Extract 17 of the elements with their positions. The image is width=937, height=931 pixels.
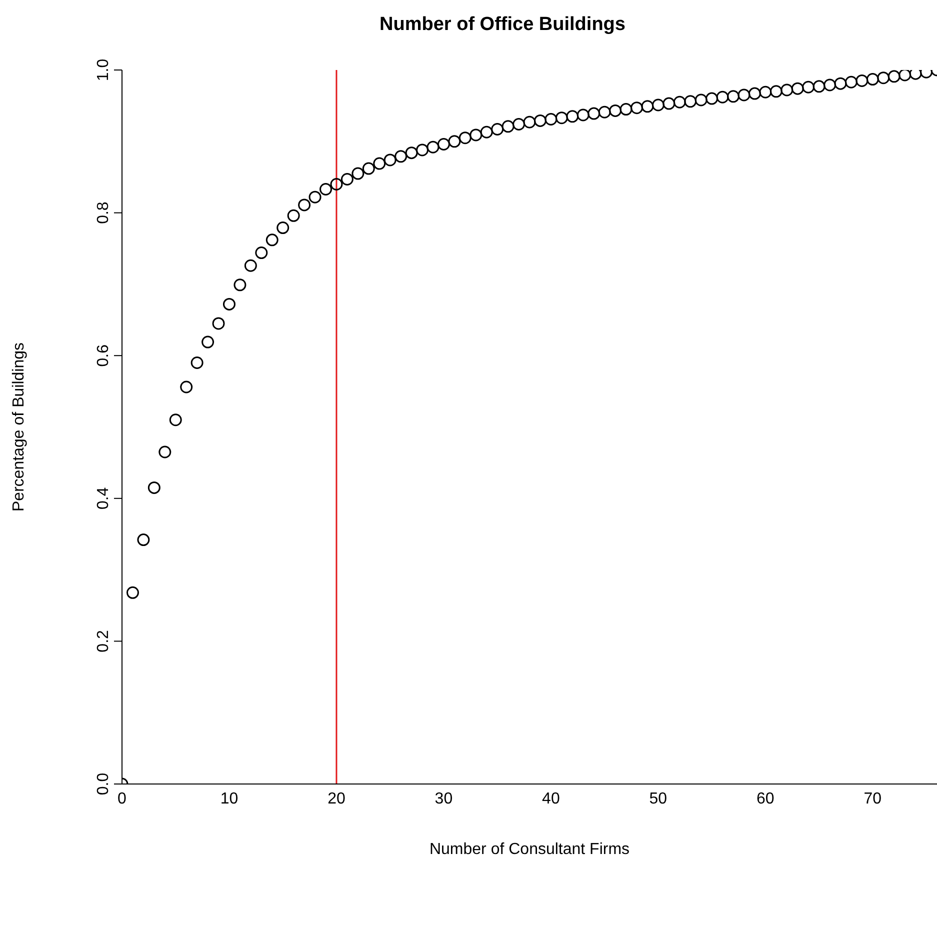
chart-title: Number of Office Buildings xyxy=(378,14,626,37)
y-tick-label: 0.4 xyxy=(95,487,112,510)
y-tick-label: 0.2 xyxy=(95,630,112,652)
x-tick-label: 30 xyxy=(434,790,453,808)
y-tick-label: 0.0 xyxy=(95,772,112,796)
x-tick-label: 60 xyxy=(756,790,774,808)
x-tick-label: 70 xyxy=(864,790,882,808)
y-tick-label: 0.8 xyxy=(95,202,112,224)
x-axis-title: Number of Consultant Firms xyxy=(429,841,630,858)
y-tick-label: 0.6 xyxy=(95,344,112,367)
x-tick-label: 0 xyxy=(118,790,127,808)
x-tick-label: 10 xyxy=(220,790,238,808)
x-tick-label: 50 xyxy=(649,790,668,808)
x-tick-label: 40 xyxy=(542,790,560,808)
y-axis-title: Percentage of Buildings xyxy=(10,342,28,512)
x-tick-label: 20 xyxy=(328,790,346,808)
y-tick-label: 1.0 xyxy=(95,58,112,82)
